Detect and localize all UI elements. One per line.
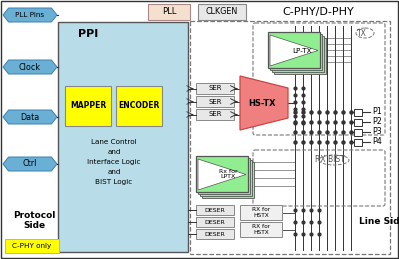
Bar [202,162,254,198]
Text: PPI: PPI [78,29,98,39]
Text: and: and [107,169,121,175]
Text: ENCODER: ENCODER [119,102,160,111]
Polygon shape [270,35,318,66]
Bar [116,86,162,126]
Text: DESER: DESER [205,207,225,212]
Text: Lane Control: Lane Control [91,139,137,145]
Bar [354,128,362,135]
Text: SER: SER [208,98,222,104]
Bar [196,83,234,94]
Bar [272,36,324,72]
Text: P3: P3 [372,127,382,136]
Bar [196,156,248,192]
Bar [354,119,362,126]
Bar [198,158,250,194]
Bar [200,160,252,196]
Text: and: and [107,149,121,155]
Text: C-PHY only: C-PHY only [12,243,51,249]
Text: Ctrl: Ctrl [23,160,37,169]
Text: BIST Logic: BIST Logic [95,179,132,185]
Polygon shape [198,159,246,190]
Bar [148,4,190,20]
Text: Data: Data [20,112,40,121]
Bar [354,109,362,116]
Bar [274,38,326,74]
Text: SER: SER [208,112,222,118]
Text: LP-TX: LP-TX [292,48,312,54]
Text: Clock: Clock [19,62,41,71]
Text: HS-TX: HS-TX [248,98,276,107]
Text: RX for
HSTX: RX for HSTX [252,207,270,218]
Text: SER: SER [208,85,222,91]
Text: Protocol: Protocol [13,211,55,219]
Bar [268,32,320,68]
Bar [196,217,234,227]
Bar [196,96,234,107]
Text: TX: TX [357,28,367,38]
Polygon shape [3,60,57,74]
Text: CLKGEN: CLKGEN [206,8,238,17]
Bar [5,239,59,253]
Bar [240,222,282,237]
Bar [58,22,188,252]
Text: Line Side: Line Side [359,218,399,227]
Bar [65,86,111,126]
Bar [198,4,246,20]
Text: PLL: PLL [162,8,176,17]
Bar [190,21,390,254]
Text: P1: P1 [372,107,382,117]
Text: RX BIST: RX BIST [315,155,345,164]
Text: P2: P2 [372,118,382,126]
Text: MAPPER: MAPPER [70,102,106,111]
Text: Side: Side [23,221,45,231]
Polygon shape [3,8,57,22]
Text: DESER: DESER [205,232,225,236]
Text: P4: P4 [372,138,382,147]
Text: Interface Logic: Interface Logic [87,159,141,165]
Text: RX for
HSTX: RX for HSTX [252,224,270,235]
Bar [354,139,362,146]
Bar [240,205,282,220]
Polygon shape [3,110,57,124]
Polygon shape [240,76,288,130]
Text: DESER: DESER [205,219,225,225]
Text: C-PHY/D-PHY: C-PHY/D-PHY [282,7,354,17]
Text: Rx for
LPTX: Rx for LPTX [219,169,237,179]
Bar [196,229,234,239]
Bar [196,109,234,120]
Bar [196,205,234,215]
Text: PLL Pins: PLL Pins [16,12,45,18]
Bar [270,34,322,70]
Polygon shape [3,157,57,171]
